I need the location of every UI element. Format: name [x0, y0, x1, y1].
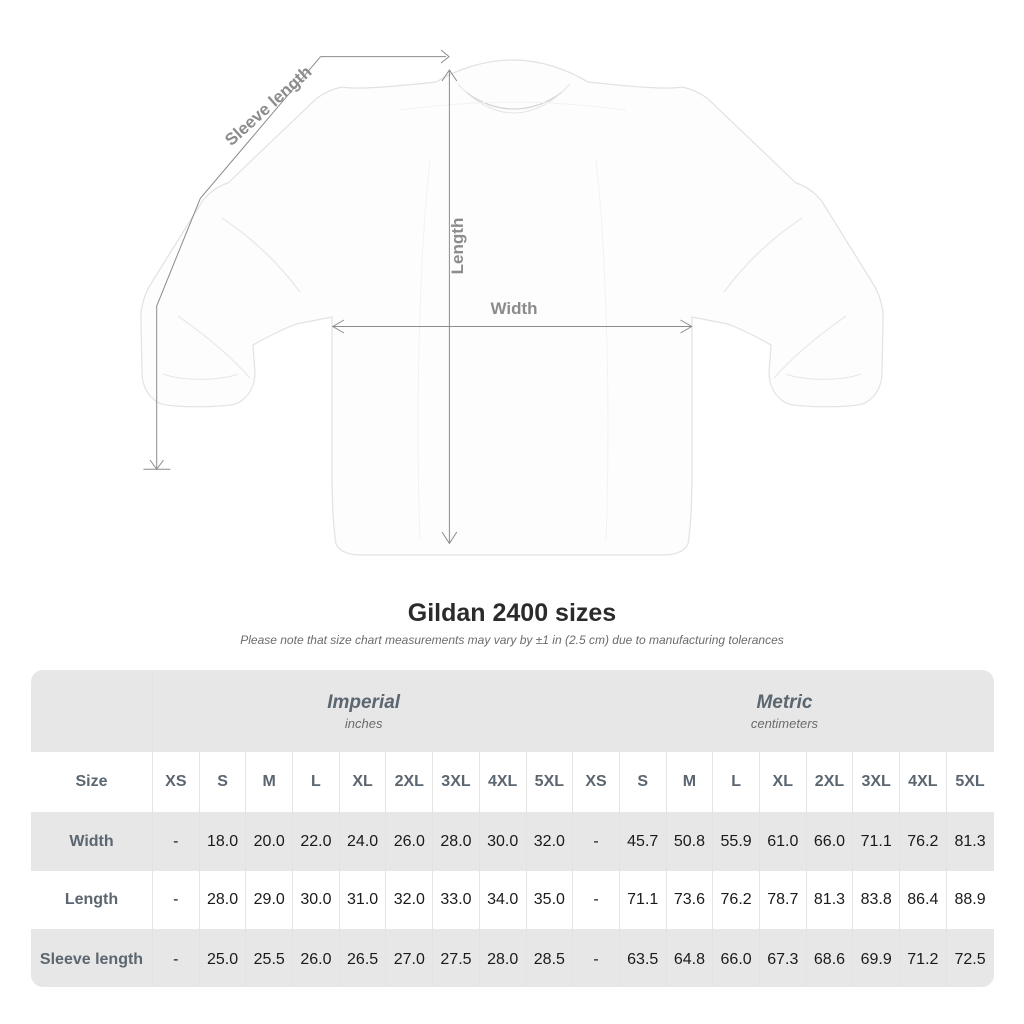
svg-text:Length: Length: [448, 218, 467, 275]
svg-text:Width: Width: [490, 299, 537, 318]
